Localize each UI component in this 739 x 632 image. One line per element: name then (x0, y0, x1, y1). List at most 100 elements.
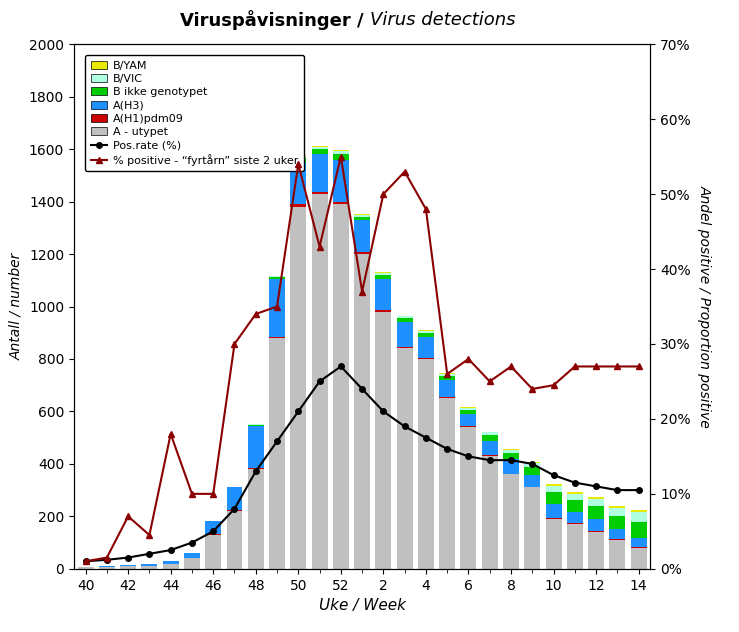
Bar (248, 468, 264, 469)
Bar (99, 566, 115, 567)
Bar (333, 154, 349, 160)
Bar (333, 160, 349, 202)
Bar (312, 146, 327, 147)
Bar (418, 358, 434, 359)
Bar (524, 475, 540, 487)
Bar (460, 426, 477, 427)
Bar (418, 337, 434, 358)
Bar (269, 277, 285, 279)
Bar (312, 154, 327, 191)
X-axis label: Uke / Week: Uke / Week (319, 598, 406, 613)
Bar (375, 273, 392, 275)
Bar (205, 534, 221, 535)
Bar (503, 450, 519, 453)
Bar (610, 516, 625, 529)
Bar (418, 330, 434, 331)
Bar (205, 535, 221, 569)
Bar (567, 524, 583, 569)
Bar (460, 408, 477, 410)
Text: Virus detections: Virus detections (370, 11, 515, 29)
Bar (567, 512, 583, 523)
Bar (333, 150, 349, 151)
Legend: B/YAM, B/VIC, B ikke genotypet, A(H3), A(H1)pdm09, A - utypet, Pos.rate (%), % p: B/YAM, B/VIC, B ikke genotypet, A(H3), A… (85, 55, 304, 171)
Text: Viruspåvisninger /: Viruspåvisninger / (180, 10, 370, 30)
Bar (397, 348, 412, 569)
Bar (290, 159, 306, 162)
Bar (567, 500, 583, 512)
Bar (418, 333, 434, 337)
Bar (460, 414, 477, 426)
Bar (545, 486, 562, 492)
Bar (610, 508, 625, 516)
Bar (333, 151, 349, 154)
Bar (610, 529, 625, 539)
Bar (375, 310, 392, 312)
Bar (290, 155, 306, 159)
Bar (269, 276, 285, 277)
Bar (269, 337, 285, 338)
Bar (248, 426, 264, 468)
Bar (163, 561, 179, 564)
Bar (354, 214, 370, 215)
Bar (630, 548, 647, 569)
Bar (524, 487, 540, 569)
Bar (397, 317, 412, 319)
Bar (184, 553, 200, 558)
Bar (312, 191, 327, 194)
Bar (630, 522, 647, 538)
Bar (354, 217, 370, 221)
Bar (312, 147, 327, 149)
Bar (503, 475, 519, 569)
Y-axis label: Antall / number: Antall / number (10, 253, 24, 360)
Bar (545, 492, 562, 504)
Bar (397, 316, 412, 317)
Bar (354, 254, 370, 569)
Bar (630, 547, 647, 548)
Bar (524, 467, 540, 475)
Bar (610, 506, 625, 508)
Bar (610, 540, 625, 569)
Bar (610, 539, 625, 540)
Bar (184, 558, 200, 569)
Bar (227, 511, 242, 569)
Bar (290, 204, 306, 207)
Bar (312, 149, 327, 154)
Bar (227, 510, 242, 511)
Bar (503, 453, 519, 459)
Bar (588, 532, 604, 569)
Bar (588, 520, 604, 532)
Bar (567, 494, 583, 500)
Bar (630, 538, 647, 547)
Bar (354, 252, 370, 254)
Bar (375, 312, 392, 569)
Bar (460, 410, 477, 414)
Bar (482, 435, 497, 441)
Bar (482, 441, 497, 455)
Bar (439, 398, 455, 569)
Bar (120, 566, 136, 569)
Bar (397, 319, 412, 322)
Bar (460, 427, 477, 569)
Bar (567, 492, 583, 494)
Bar (269, 279, 285, 337)
Bar (503, 449, 519, 450)
Bar (418, 359, 434, 569)
Bar (482, 456, 497, 569)
Bar (397, 347, 412, 348)
Bar (290, 207, 306, 569)
Bar (567, 523, 583, 524)
Bar (333, 204, 349, 569)
Bar (630, 509, 647, 512)
Bar (78, 568, 94, 569)
Bar (248, 424, 264, 425)
Bar (375, 272, 392, 273)
Bar (482, 455, 497, 456)
Bar (588, 499, 604, 506)
Bar (503, 459, 519, 473)
Bar (227, 487, 242, 510)
Bar (439, 374, 455, 376)
Bar (439, 397, 455, 398)
Bar (141, 566, 157, 569)
Bar (248, 469, 264, 569)
Bar (290, 162, 306, 204)
